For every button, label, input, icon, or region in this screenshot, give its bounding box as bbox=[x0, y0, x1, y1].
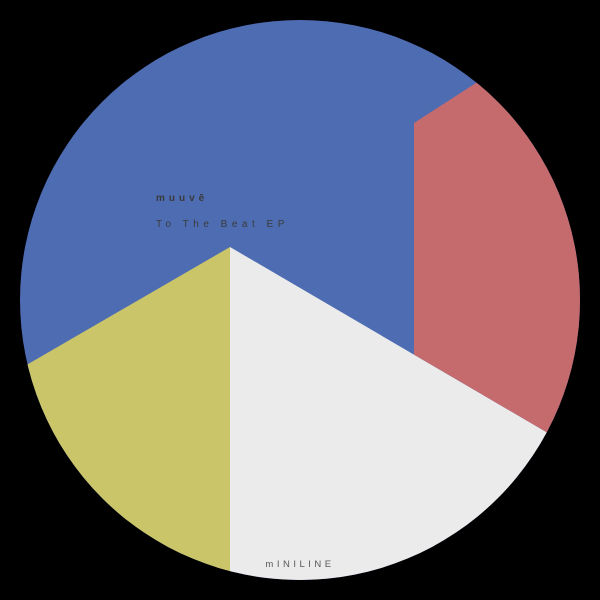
release-title: To The Beat EP bbox=[156, 219, 289, 230]
red-segment bbox=[414, 40, 580, 569]
artist-name: muuvē bbox=[156, 193, 209, 204]
label-name: mINILINE bbox=[265, 559, 335, 570]
white-segment bbox=[230, 247, 580, 580]
